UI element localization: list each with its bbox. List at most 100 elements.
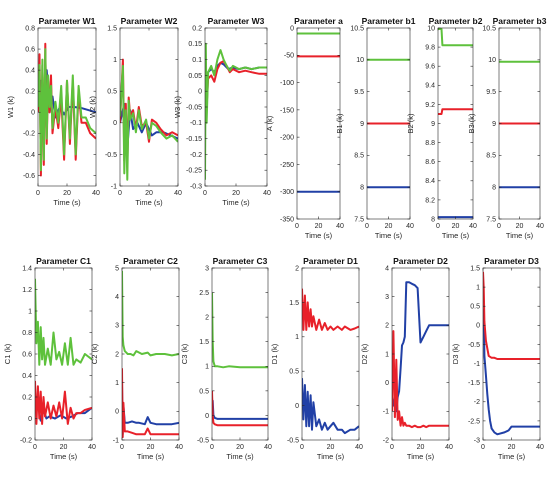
y-tick-label: 1 (205, 364, 209, 371)
series-group (38, 42, 96, 177)
x-axis-label: Time (s) (407, 452, 435, 461)
series-line-green (120, 64, 178, 181)
y-tick-label: 7.5 (354, 216, 364, 223)
y-tick-label: -1 (111, 183, 117, 190)
series-group (120, 58, 178, 181)
x-tick-label: 40 (536, 223, 544, 230)
series-group (367, 58, 410, 189)
chart-panel: 8 8.2 8.4 8.6 8.8 9 9.2 9.4 9.6 9.8 10 0 20 40 Paramet… (406, 16, 483, 240)
y-tick-label: -0.25 (186, 168, 202, 175)
x-tick-label: 40 (336, 223, 344, 230)
x-tick-label: 20 (516, 223, 524, 230)
y-tick-label: 1.4 (22, 265, 32, 272)
y-tick-label: 3 (385, 294, 389, 301)
x-tick-label: 20 (508, 444, 516, 451)
series-line-red (120, 58, 178, 168)
chart-title: Parameter D3 (484, 256, 539, 266)
y-tick-label: 0 (28, 416, 32, 423)
y-tick-label: 0 (205, 413, 209, 420)
x-tick-label: 40 (175, 444, 183, 451)
x-tick-label: 40 (536, 444, 544, 451)
x-tick-label: 40 (445, 444, 453, 451)
y-tick-label: 1 (476, 285, 480, 292)
chart-title: Parameter C3 (213, 256, 268, 266)
y-tick-label: -0.05 (186, 104, 202, 111)
y-tick-label: 9.8 (425, 45, 435, 52)
y-tick-label: 0.5 (289, 369, 299, 376)
x-axis-label: Time (s) (498, 452, 526, 461)
y-tick-label: 3 (205, 265, 209, 272)
chart-title: Parameter b3 (493, 16, 547, 26)
chart-title: Parameter b1 (362, 16, 416, 26)
series-group (499, 60, 540, 189)
y-tick-label: 2 (295, 265, 299, 272)
series-line-green (35, 278, 92, 366)
y-tick-label: 1.5 (199, 339, 209, 346)
plot-area (212, 268, 268, 440)
chart-panel: -3 -2.5 -2 -1.5 -1 -0.5 0 0.5 1 1.5 0 20 40 Parameter… (451, 256, 544, 461)
y-tick-label: 0.2 (25, 89, 35, 96)
y-tick-label: 8.5 (486, 153, 496, 160)
y-tick-label: 2 (115, 351, 119, 358)
series-line-green (122, 270, 179, 357)
y-tick-label: 8.4 (425, 178, 435, 185)
y-tick-label: 10 (427, 25, 435, 32)
x-tick-label: 0 (365, 223, 369, 230)
y-tick-label: -0.3 (190, 183, 202, 190)
y-tick-label: 3 (115, 323, 119, 330)
y-tick-label: 4 (385, 265, 389, 272)
y-tick-label: 0 (290, 25, 294, 32)
y-tick-label: 1.5 (470, 265, 480, 272)
y-tick-label: 0.1 (192, 57, 202, 64)
y-tick-label: 1 (115, 380, 119, 387)
y-tick-label: -0.5 (468, 342, 480, 349)
series-line-red (35, 380, 92, 425)
series-line-red (392, 330, 449, 429)
series-group (212, 292, 268, 427)
x-axis-label: Time (s) (305, 231, 333, 240)
y-tick-label: 0 (31, 110, 35, 117)
series-line-red (438, 108, 473, 115)
x-tick-label: 0 (118, 190, 122, 197)
y-tick-label: -150 (280, 107, 294, 114)
x-tick-label: 20 (315, 223, 323, 230)
x-axis-label: Time (s) (137, 452, 165, 461)
y-tick-label: 0.6 (25, 46, 35, 53)
chart-title: Parameter D1 (303, 256, 358, 266)
y-tick-label: -3 (474, 437, 480, 444)
chart-title: Parameter W3 (208, 16, 265, 26)
y-tick-label: 0.6 (22, 351, 32, 358)
y-tick-label: -2 (474, 399, 480, 406)
y-tick-label: 9.6 (425, 64, 435, 71)
x-tick-label: 20 (327, 444, 335, 451)
chart-panel: 7.5 8 8.5 9 9.5 10 10.5 0 20 40 Parameter b1 Time (… (335, 16, 416, 240)
series-group (483, 271, 540, 436)
chart-panel: -350 -300 -250 -200 -150 -100 -50 0 0 20 40 Paramet… (265, 16, 344, 240)
y-tick-label: 8.5 (354, 153, 364, 160)
y-axis-label: W2 (k) (88, 95, 97, 118)
y-tick-label: 0.5 (470, 304, 480, 311)
x-axis-label: Time (s) (50, 452, 78, 461)
y-tick-label: -2.5 (468, 418, 480, 425)
y-tick-label: 1.5 (107, 25, 117, 32)
x-tick-label: 20 (417, 444, 425, 451)
y-tick-label: -250 (280, 162, 294, 169)
x-axis-label: Time (s) (135, 198, 163, 207)
y-axis-label: D1 (k) (270, 343, 279, 364)
plot-area (483, 268, 540, 440)
x-axis-label: Time (s) (442, 231, 470, 240)
x-tick-label: 20 (385, 223, 393, 230)
plot-area (297, 28, 340, 219)
y-tick-label: 0.8 (22, 330, 32, 337)
chart-title: Parameter C2 (123, 256, 178, 266)
y-tick-label: 0 (115, 409, 119, 416)
y-tick-label: 10 (488, 57, 496, 64)
y-tick-label: 0 (476, 323, 480, 330)
chart-panel: -0.3 -0.25 -0.2 -0.15 -0.1 -0.05 0 0.05 0.1 0.15 0… (173, 16, 271, 207)
y-tick-label: 1 (113, 57, 117, 64)
y-tick-label: 0 (198, 89, 202, 96)
plot-area (438, 28, 473, 219)
